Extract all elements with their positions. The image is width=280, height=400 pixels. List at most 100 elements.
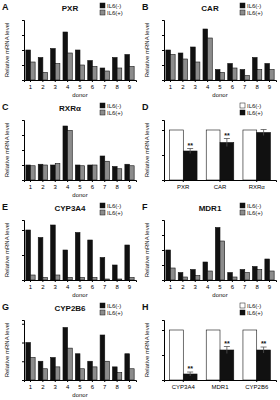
tick: 3 — [194, 280, 198, 290]
error-line — [226, 347, 227, 354]
bar — [208, 271, 213, 280]
tick — [22, 80, 24, 81]
tick-mark — [195, 280, 196, 282]
tick-label: 3 — [54, 84, 58, 90]
title: MDR1 — [199, 204, 222, 213]
panel: 123456789donorRelative mRNA levelFMDR1IL… — [142, 202, 277, 298]
tick-mark — [22, 343, 24, 344]
tick-mark — [55, 80, 56, 82]
tick — [162, 250, 164, 251]
tick-label: 7 — [103, 184, 107, 190]
bar — [183, 151, 197, 180]
tick-label: 3 — [194, 84, 198, 90]
axis-line — [162, 21, 165, 81]
x-axis: CYP3A4MDR1CYP2B6 — [165, 380, 277, 390]
tick-mark — [22, 65, 24, 66]
tick-label: 2 — [41, 384, 45, 390]
tick-label: 5 — [78, 384, 82, 390]
marks — [26, 225, 134, 280]
bar — [68, 348, 73, 380]
tick-label: 6 — [91, 84, 95, 90]
legend-label: IL6(+) — [107, 10, 123, 16]
bar — [243, 330, 257, 380]
tick-mark — [80, 380, 81, 382]
tick-label: 2 — [181, 284, 185, 290]
tick: 8 — [115, 180, 119, 190]
bar — [220, 241, 225, 280]
bar — [206, 130, 220, 180]
bar — [80, 369, 85, 380]
tick: 6 — [231, 280, 235, 290]
tick-mark — [220, 180, 221, 182]
tick-mark — [220, 80, 221, 82]
bar — [100, 68, 105, 80]
tick-label: 1 — [29, 184, 33, 190]
tick-label: 4 — [206, 284, 210, 290]
legend-item: IL6(-) — [100, 103, 121, 109]
y-axis-title: Relative mRNA level — [4, 323, 10, 378]
bar — [125, 245, 130, 280]
tick-mark — [129, 80, 130, 82]
tick: 6 — [91, 280, 95, 290]
tick: 8 — [255, 280, 259, 290]
tick-mark — [162, 35, 164, 36]
x-axis: 123456789 — [25, 80, 137, 90]
tick: 6 — [91, 380, 95, 390]
tick: 7 — [243, 280, 247, 290]
axis-line — [162, 221, 165, 281]
tick-label: MDR1 — [211, 384, 229, 390]
tick — [22, 380, 24, 381]
bar — [232, 68, 237, 80]
tick-mark — [67, 280, 68, 282]
bar — [100, 258, 105, 281]
tick: 9 — [128, 380, 132, 390]
bar — [265, 259, 270, 280]
bar — [125, 55, 130, 81]
tick-mark — [117, 380, 118, 382]
title: CAR — [201, 4, 219, 13]
bar — [203, 29, 208, 80]
tick-label: 2 — [41, 184, 45, 190]
bar — [51, 358, 56, 381]
tick — [22, 165, 24, 166]
tick-label: CAR — [214, 184, 227, 190]
bar — [112, 265, 117, 280]
bar — [112, 367, 117, 380]
bar — [30, 275, 35, 280]
legend-swatch — [100, 303, 105, 308]
figure: 123456789donorRelative mRNA levelAPXRIL6… — [0, 0, 280, 400]
tick-label: 3 — [54, 384, 58, 390]
legend-item: IL6(+) — [100, 110, 123, 116]
tick-mark — [162, 355, 164, 356]
bar — [75, 233, 80, 281]
legend-swatch — [100, 203, 105, 208]
bar — [228, 64, 233, 81]
legend-swatch — [240, 210, 245, 215]
tick-mark — [92, 280, 93, 282]
tick: 5 — [78, 180, 82, 190]
legend-item: IL6(-) — [240, 3, 261, 9]
tick — [162, 280, 164, 281]
legend-label: IL6(+) — [107, 310, 123, 316]
panel-label: B — [142, 2, 149, 12]
tick-label: 9 — [128, 284, 132, 290]
bar — [80, 166, 85, 180]
tick: 1 — [29, 180, 33, 190]
legend-swatch — [100, 103, 105, 108]
bar — [220, 73, 225, 81]
tick-mark — [55, 380, 56, 382]
legend-item: IL6(-) — [240, 203, 261, 209]
tick-label: 3 — [54, 284, 58, 290]
tick: 6 — [91, 180, 95, 190]
tick-mark — [92, 180, 93, 182]
tick-label: 2 — [181, 84, 185, 90]
tick-label: 8 — [115, 384, 119, 390]
tick-mark — [129, 180, 130, 182]
tick-label: 4 — [66, 384, 70, 390]
bar — [117, 279, 122, 280]
bar — [117, 373, 122, 381]
legend-label: IL6(+) — [247, 110, 263, 116]
bar — [38, 164, 43, 180]
axis-line — [25, 281, 137, 283]
axis-line — [162, 121, 165, 181]
